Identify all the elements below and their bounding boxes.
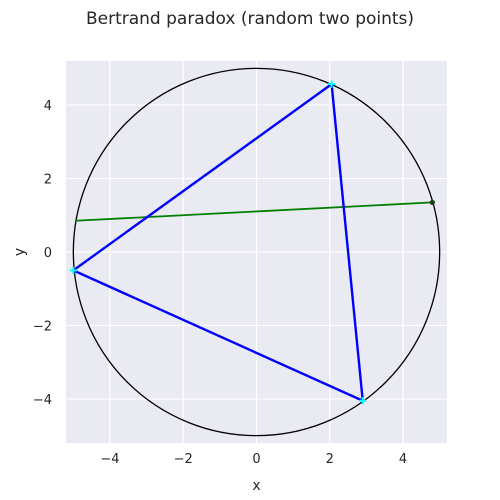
triangle-vertex-2 [359, 397, 367, 405]
marks [69, 67, 441, 437]
x-tick-label: −4 [100, 452, 119, 467]
chart-title: Bertrand paradox (random two points) [86, 9, 414, 29]
grid [66, 61, 447, 443]
y-tick-label: 4 [44, 99, 52, 114]
circle [72, 67, 441, 437]
y-tick-label: −2 [33, 319, 52, 334]
x-tick-label: 2 [326, 452, 334, 467]
ticks: −4 −2 0 2 4 −4 −2 0 2 4 [33, 99, 407, 467]
chord-point [429, 199, 435, 206]
triangle [72, 82, 364, 402]
y-axis-label: y [12, 248, 28, 256]
y-tick-label: 2 [44, 173, 52, 188]
x-tick-label: 4 [399, 452, 407, 467]
y-tick-label: −4 [33, 393, 52, 408]
x-tick-label: 0 [252, 452, 260, 467]
x-tick-label: −2 [174, 452, 193, 467]
chord-line [75, 201, 433, 222]
y-tick-label: 0 [44, 246, 52, 261]
x-axis-label: x [252, 478, 260, 494]
triangle-vertex-1 [69, 266, 77, 274]
triangle-vertex-0 [328, 80, 336, 88]
